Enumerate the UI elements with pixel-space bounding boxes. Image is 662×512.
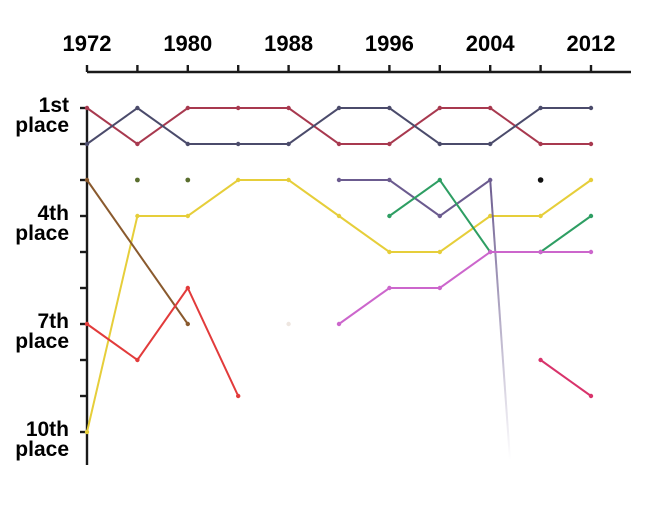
svg-text:2004: 2004 <box>466 31 516 56</box>
svg-text:place: place <box>15 222 69 245</box>
svg-text:place: place <box>15 114 69 137</box>
svg-text:1988: 1988 <box>264 31 313 56</box>
svg-text:1980: 1980 <box>163 31 212 56</box>
svg-text:1996: 1996 <box>365 31 414 56</box>
svg-text:place: place <box>15 330 69 353</box>
svg-text:place: place <box>15 438 69 461</box>
svg-text:1972: 1972 <box>63 31 112 56</box>
svg-text:2012: 2012 <box>567 31 616 56</box>
